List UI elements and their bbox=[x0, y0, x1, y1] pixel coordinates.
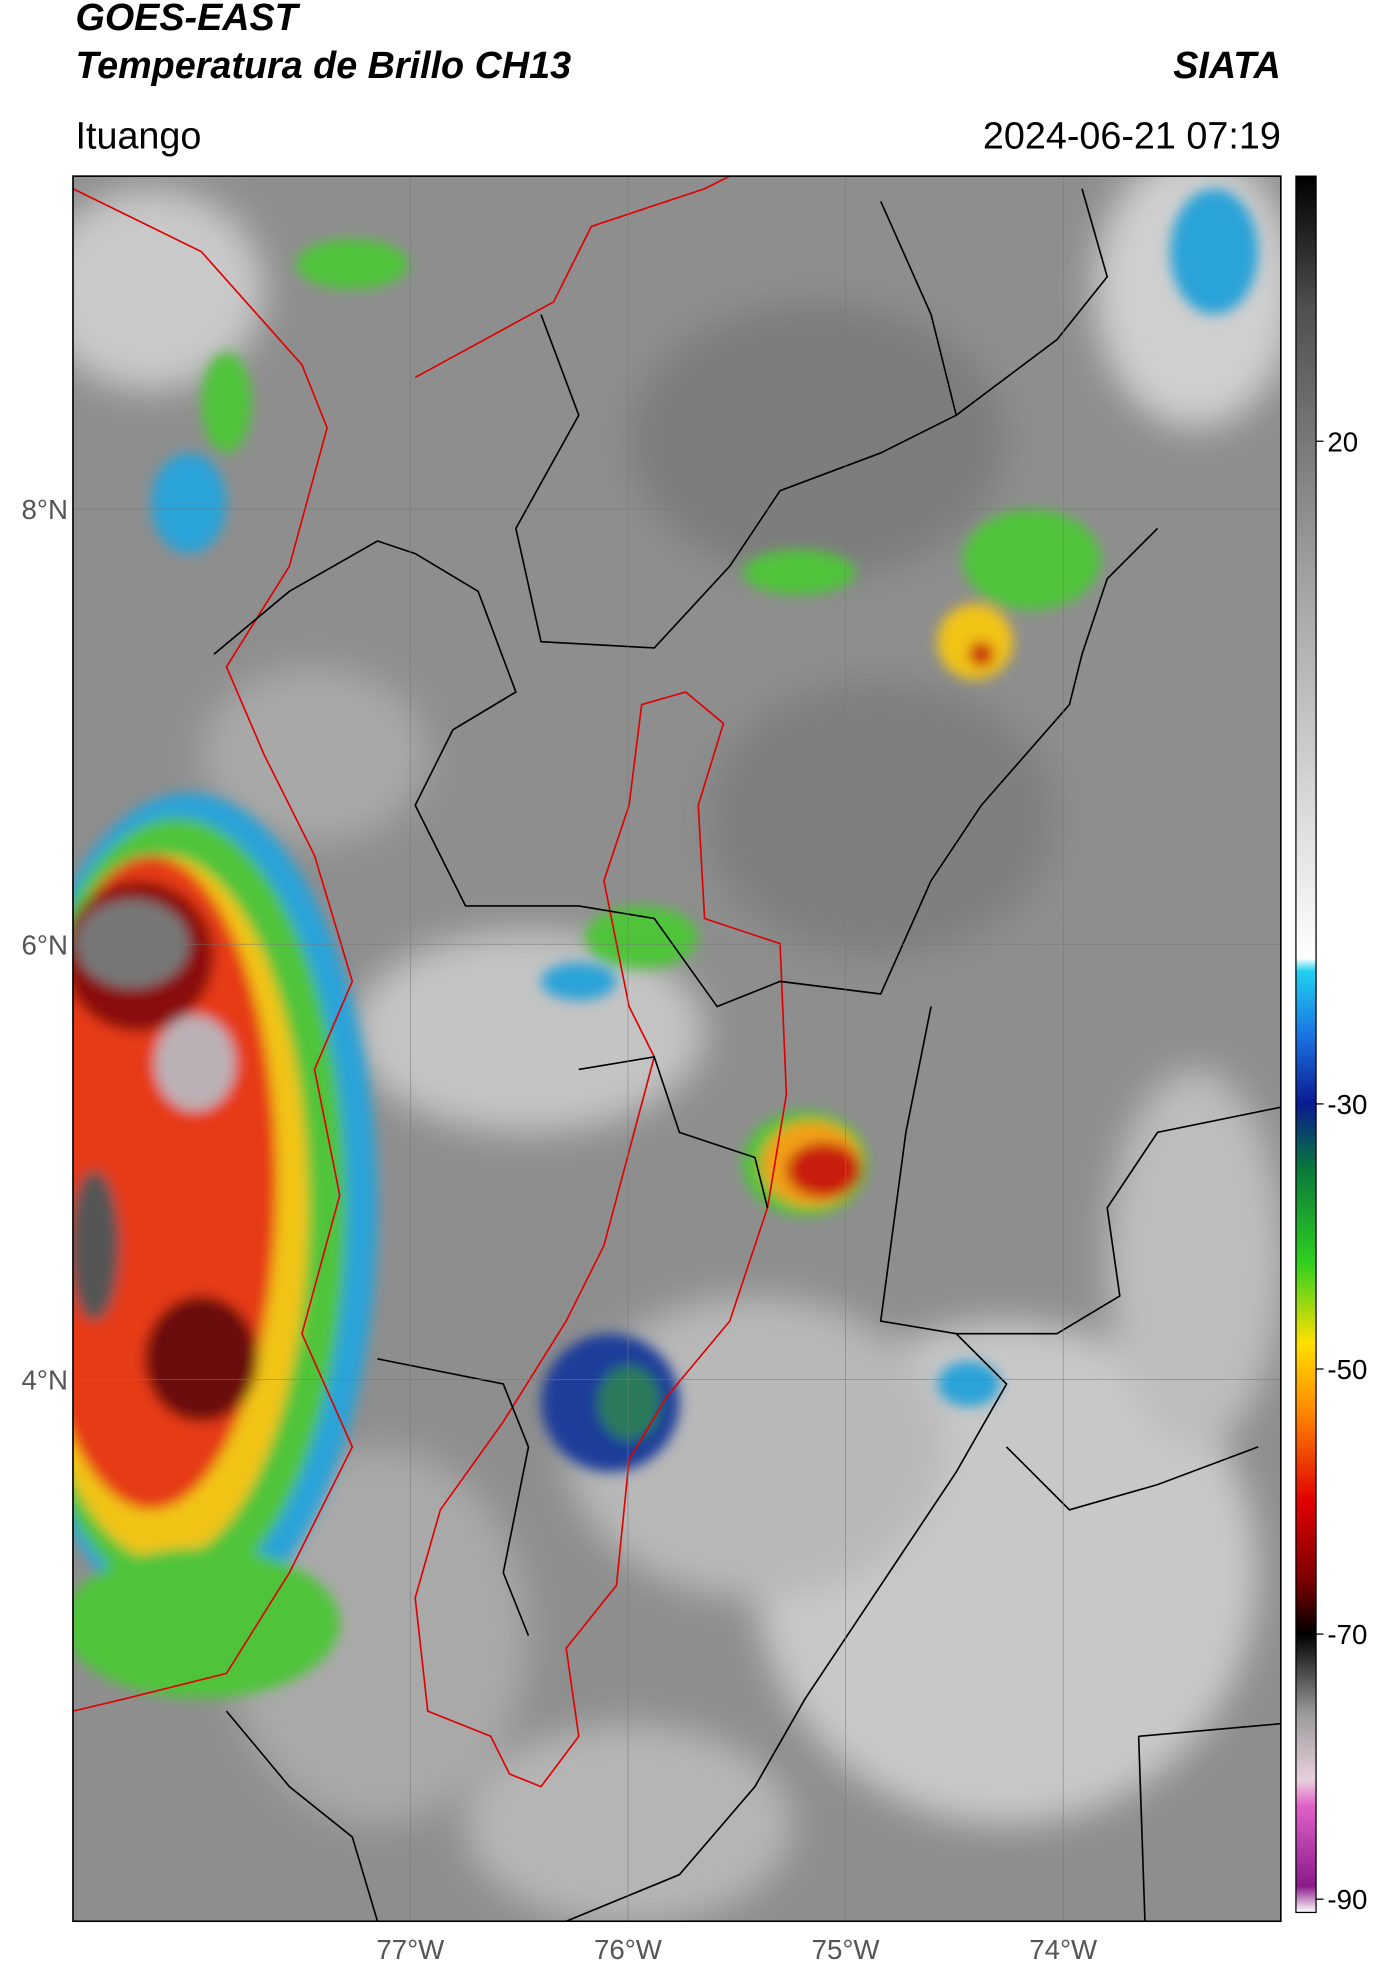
graticule bbox=[72, 176, 1281, 1922]
colorbar-tick-label: -30 bbox=[1327, 1089, 1367, 1120]
x-tick-label: 75°W bbox=[812, 1934, 881, 1965]
location: Ituango bbox=[75, 114, 201, 156]
colorbar-tick-label: 20 bbox=[1327, 426, 1358, 457]
colorbar-tick-label: -90 bbox=[1327, 1884, 1367, 1915]
map-ticks: 77°W 76°W 75°W 74°W 8°N 6°N 4°N bbox=[22, 494, 1099, 1965]
colorbar-tick-label: -50 bbox=[1327, 1354, 1367, 1385]
y-tick-label: 8°N bbox=[22, 494, 68, 525]
subtitle: Temperatura de Brillo CH13 bbox=[75, 44, 571, 86]
convective-cells bbox=[72, 188, 1259, 1699]
colorbar-ticks: -90 -70 -50 -30 20 bbox=[1316, 426, 1367, 1915]
borders bbox=[72, 176, 1281, 1922]
title: GOES-EAST bbox=[75, 0, 300, 38]
source: SIATA bbox=[1173, 44, 1281, 86]
satellite-image bbox=[72, 176, 1281, 1922]
colorbar bbox=[1295, 175, 1317, 1914]
colorbar-tick-label: -70 bbox=[1327, 1619, 1367, 1650]
x-tick-label: 74°W bbox=[1029, 1934, 1098, 1965]
timestamp: 2024-06-21 07:19 bbox=[983, 114, 1281, 156]
y-tick-label: 6°N bbox=[22, 929, 68, 960]
x-tick-label: 76°W bbox=[594, 1934, 663, 1965]
y-tick-label: 4°N bbox=[22, 1364, 68, 1395]
map-frame bbox=[72, 175, 1282, 1923]
x-tick-label: 77°W bbox=[376, 1934, 445, 1965]
